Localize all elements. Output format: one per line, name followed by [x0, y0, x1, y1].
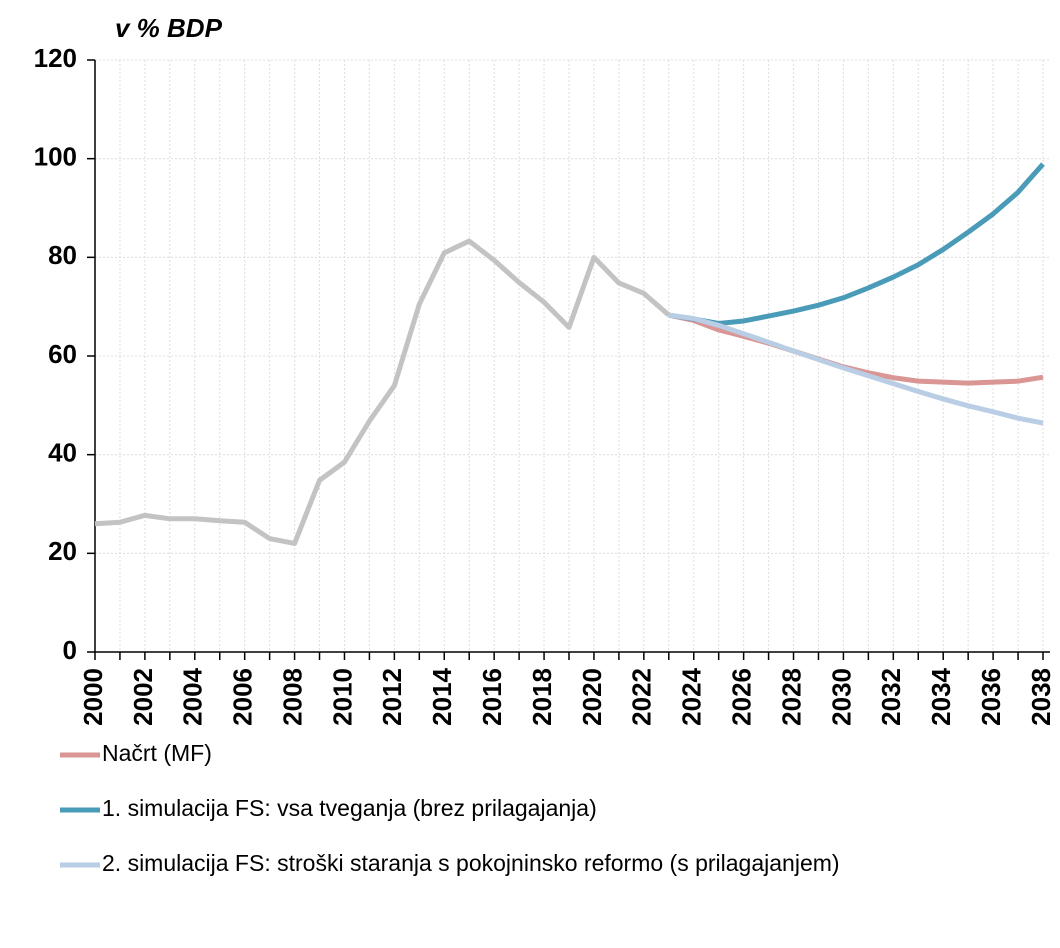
x-tick-label: 2006	[228, 668, 258, 726]
y-tick-label: 60	[48, 339, 77, 369]
legend-label: 1. simulacija FS: vsa tveganja (brez pri…	[102, 795, 597, 821]
x-tick-label: 2024	[677, 667, 707, 725]
y-tick-label: 20	[48, 536, 77, 566]
x-tick-label: 2002	[128, 668, 158, 726]
x-tick-label: 2004	[178, 667, 208, 725]
x-tick-label: 2010	[327, 668, 357, 726]
legend-label: Načrt (MF)	[102, 740, 212, 766]
y-tick-label: 120	[34, 43, 77, 73]
y-tick-label: 80	[48, 240, 77, 270]
y-tick-label: 0	[63, 635, 77, 665]
x-tick-label: 2032	[876, 668, 906, 726]
x-tick-label: 2038	[1026, 668, 1056, 726]
y-axis-label: v % BDP	[115, 13, 223, 43]
x-tick-label: 2018	[527, 668, 557, 726]
x-tick-label: 2026	[727, 668, 757, 726]
x-tick-label: 2020	[577, 668, 607, 726]
y-tick-label: 40	[48, 438, 77, 468]
x-tick-label: 2008	[277, 668, 307, 726]
x-tick-label: 2030	[826, 668, 856, 726]
x-tick-label: 2016	[477, 668, 507, 726]
x-tick-label: 2000	[78, 668, 108, 726]
y-tick-label: 100	[34, 142, 77, 172]
line	[94, 238, 671, 546]
x-tick-label: 2012	[377, 668, 407, 726]
x-tick-label: 2034	[926, 667, 956, 725]
x-tick-label: 2036	[976, 668, 1006, 726]
line	[668, 312, 1044, 426]
legend-label: 2. simulacija FS: stroški staranja s pok…	[102, 850, 840, 876]
line	[668, 162, 1045, 326]
x-tick-label: 2028	[776, 668, 806, 726]
x-tick-label: 2014	[427, 667, 457, 725]
x-tick-label: 2022	[627, 668, 657, 726]
